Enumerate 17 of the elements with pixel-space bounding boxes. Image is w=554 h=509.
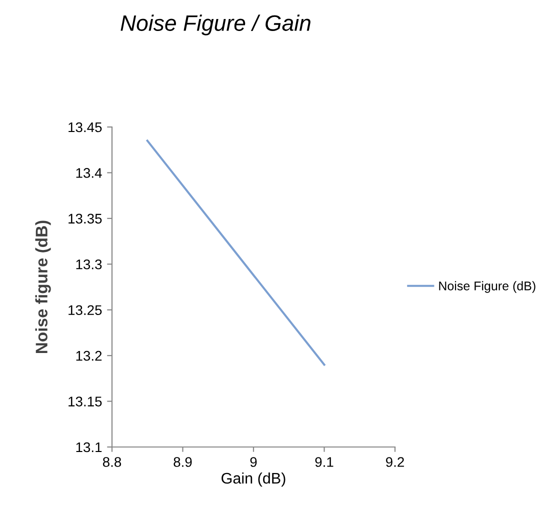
y-tick-label: 13.4: [76, 168, 102, 178]
y-tick-label: 13.2: [76, 350, 102, 361]
x-tick-label: 8.8: [102, 457, 122, 467]
y-tick-label: 13.45: [68, 122, 102, 132]
x-tick-label: 9: [250, 457, 257, 467]
x-tick-label: 9.1: [315, 457, 334, 467]
chart-title: Noise Figure / Gain: [120, 14, 310, 36]
y-tick-label: 13.35: [68, 214, 102, 224]
y-tick-label: 13.3: [76, 259, 102, 270]
x-tick-label: 9.2: [386, 457, 404, 467]
x-axis-title: Gain (dB): [222, 472, 286, 487]
y-tick-label: 13.25: [68, 305, 102, 316]
y-tick-label: 13.1: [76, 442, 102, 452]
y-tick-label: 13.15: [68, 396, 102, 406]
legend-label: Noise Figure (dB): [439, 281, 536, 293]
y-axis-title: Noise figure (dB): [35, 220, 51, 354]
x-tick-label: 8.9: [174, 457, 192, 467]
